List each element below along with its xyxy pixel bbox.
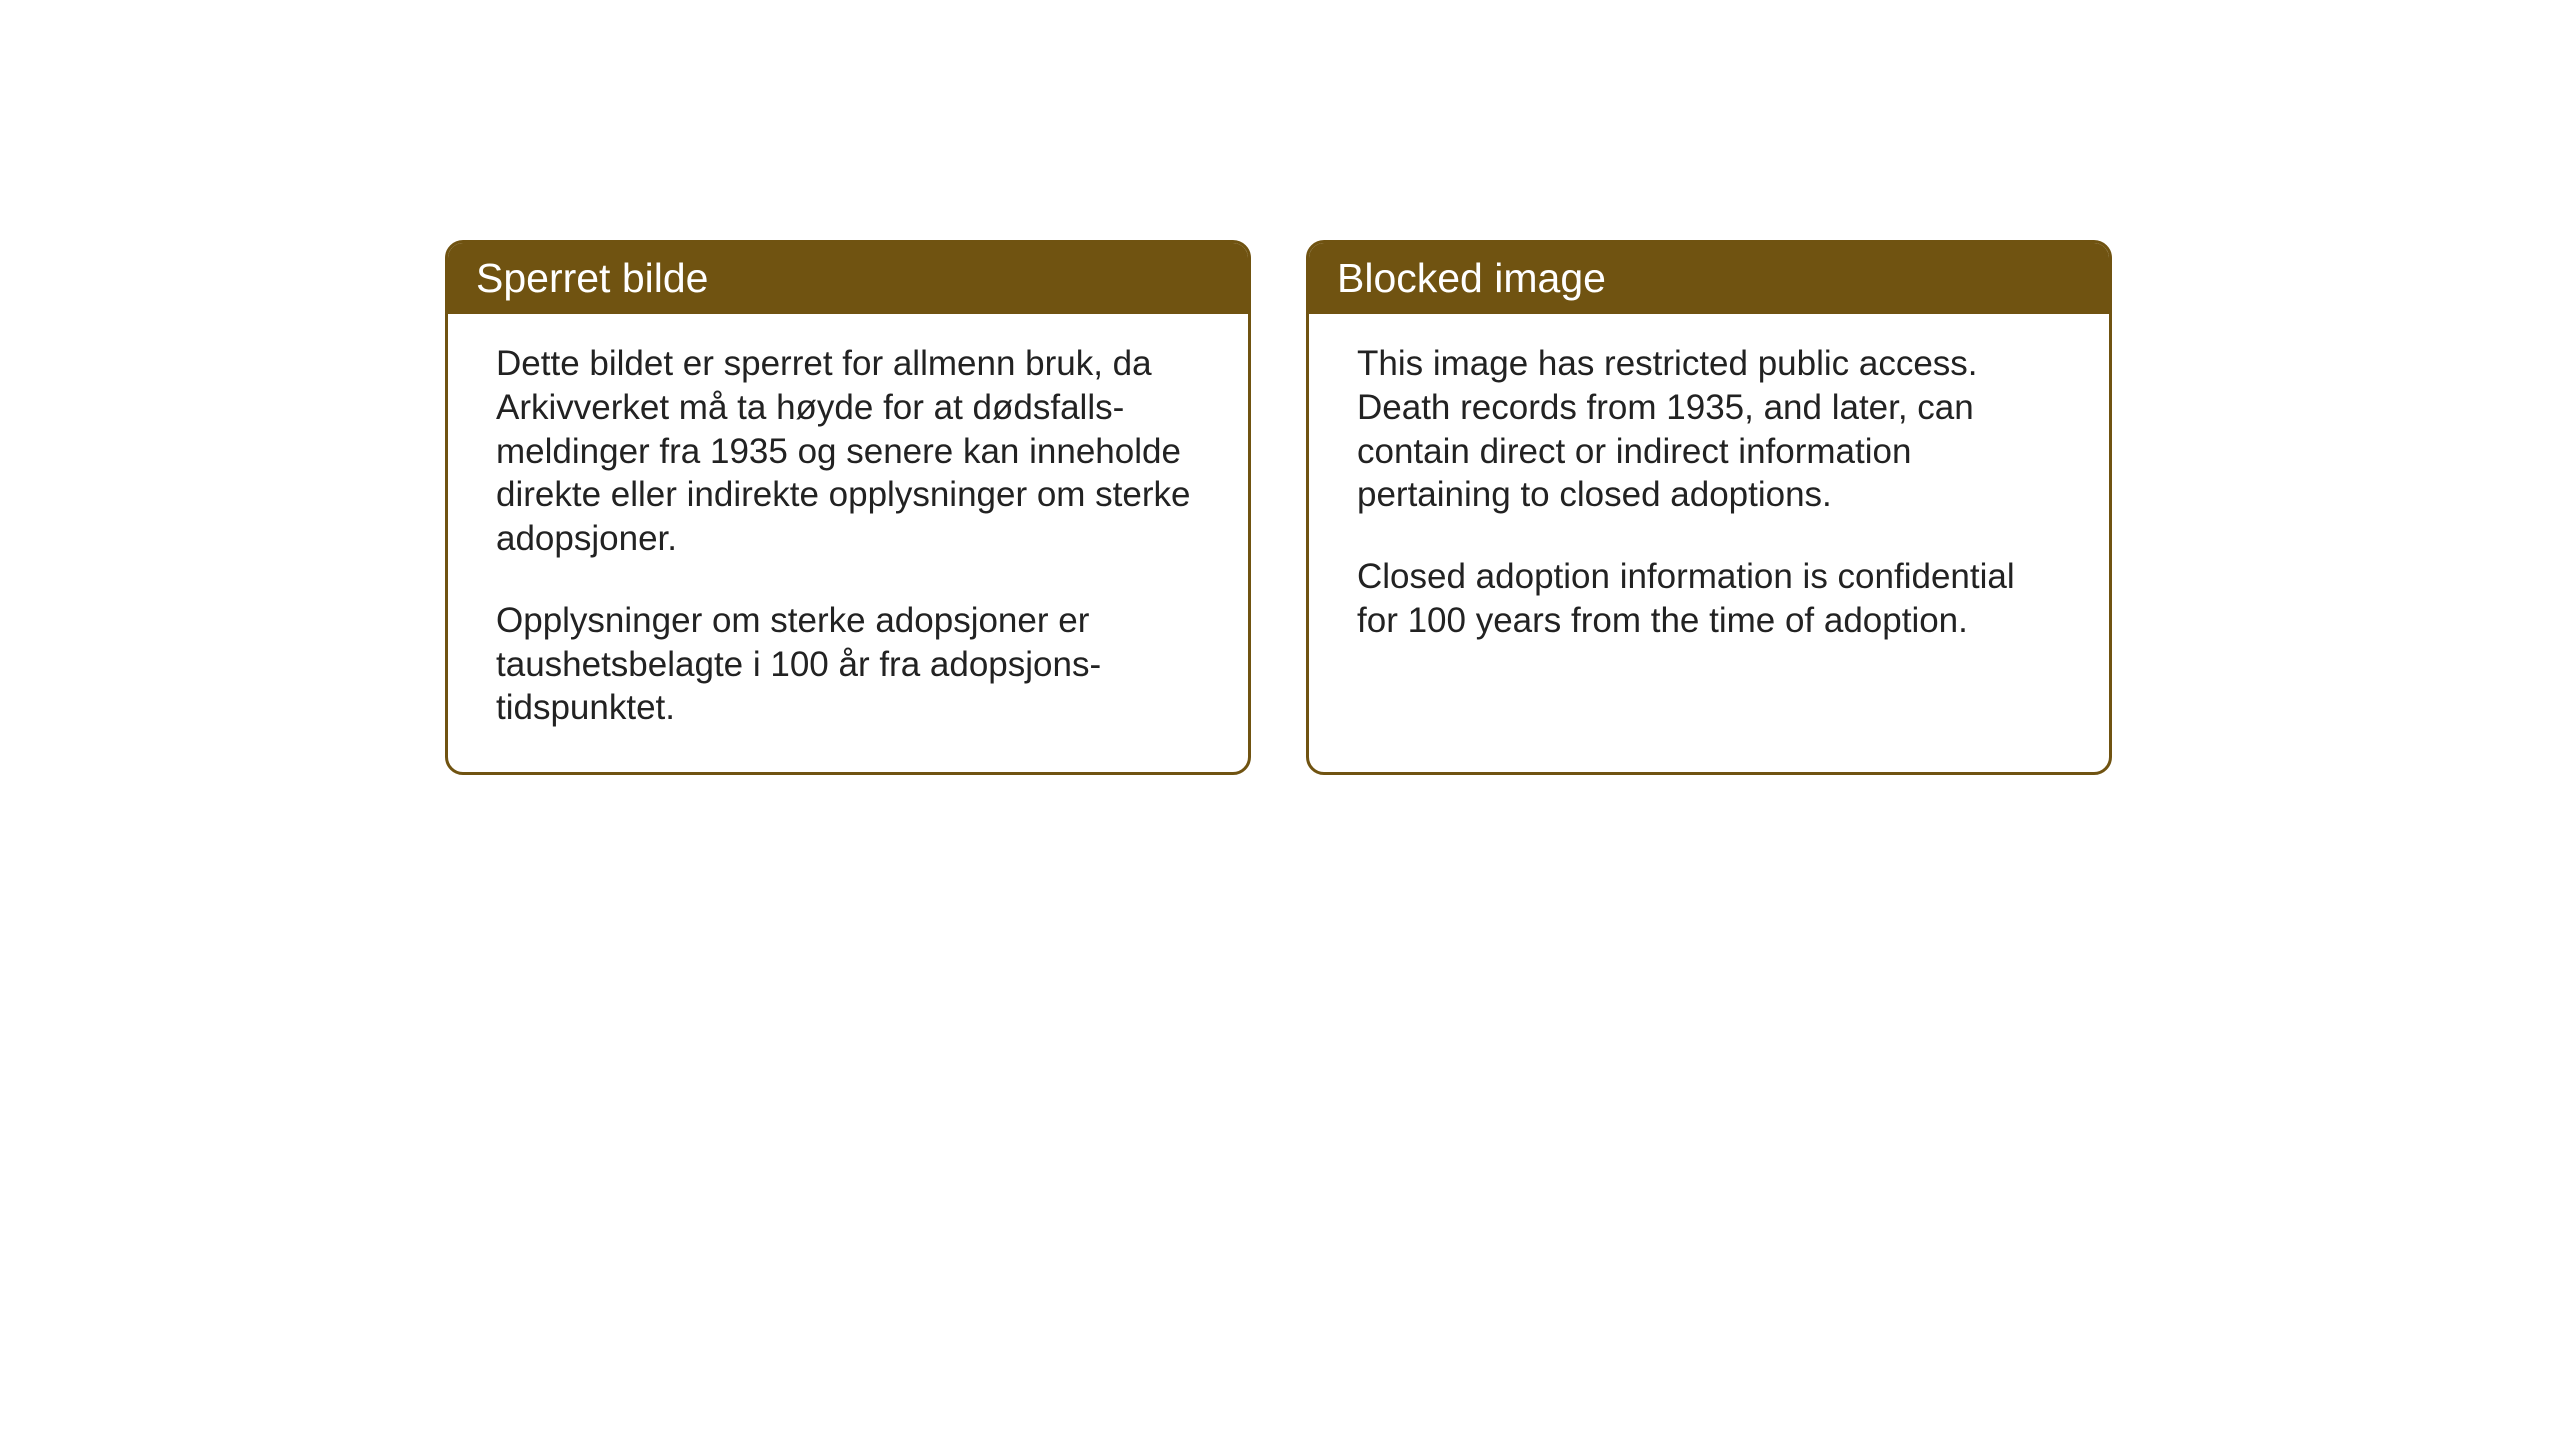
notice-card-norwegian: Sperret bilde Dette bildet er sperret fo… <box>445 240 1251 775</box>
notice-card-english: Blocked image This image has restricted … <box>1306 240 2112 775</box>
card-title-english: Blocked image <box>1337 255 1606 301</box>
card-paragraph: Opplysninger om sterke adopsjoner er tau… <box>496 599 1200 730</box>
card-paragraph: Closed adoption information is confident… <box>1357 555 2061 643</box>
card-paragraph: This image has restricted public access.… <box>1357 342 2061 517</box>
card-body-norwegian: Dette bildet er sperret for allmenn bruk… <box>448 314 1248 772</box>
notice-container: Sperret bilde Dette bildet er sperret fo… <box>445 240 2112 775</box>
card-paragraph: Dette bildet er sperret for allmenn bruk… <box>496 342 1200 561</box>
card-title-norwegian: Sperret bilde <box>476 255 708 301</box>
card-header-norwegian: Sperret bilde <box>448 243 1248 314</box>
card-header-english: Blocked image <box>1309 243 2109 314</box>
card-body-english: This image has restricted public access.… <box>1309 314 2109 685</box>
